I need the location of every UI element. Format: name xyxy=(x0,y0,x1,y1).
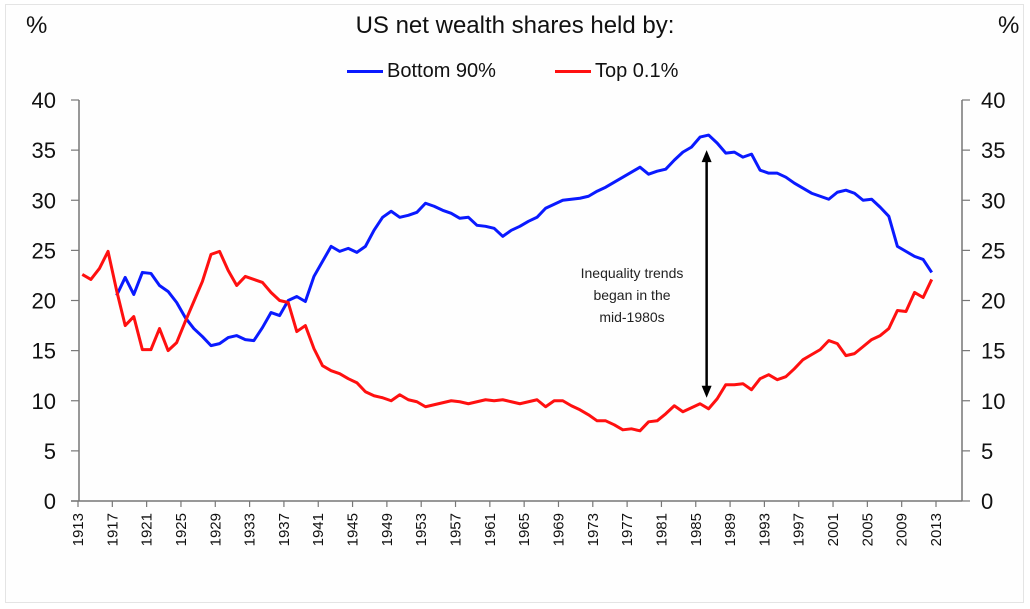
left-ytick-label: 40 xyxy=(32,88,56,113)
left-ytick-label: 5 xyxy=(44,439,56,464)
left-ytick-label: 10 xyxy=(32,389,56,414)
xtick-label: 1921 xyxy=(139,513,156,546)
right-ytick-label: 25 xyxy=(981,238,1005,263)
xtick-label: 1993 xyxy=(756,513,773,546)
xtick-label: 1953 xyxy=(413,513,430,546)
legend-label-top-0-1: Top 0.1% xyxy=(595,60,679,82)
left-ytick-label: 15 xyxy=(32,339,56,364)
xtick-label: 1965 xyxy=(516,513,533,546)
right-ytick-label: 30 xyxy=(981,188,1005,213)
chart-title: US net wealth shares held by: xyxy=(355,12,675,39)
left-ytick-label: 25 xyxy=(32,238,56,263)
left-ytick-label: 30 xyxy=(32,188,56,213)
series-line-bottom-90 xyxy=(115,133,933,348)
left-axis-unit: % xyxy=(26,12,48,39)
right-ytick-label: 15 xyxy=(981,339,1005,364)
xtick-label: 1977 xyxy=(619,513,636,546)
left-ytick-label: 20 xyxy=(32,289,56,314)
annotation-text-line: began in the xyxy=(593,287,670,303)
xtick-label: 2001 xyxy=(825,513,842,546)
xtick-label: 1937 xyxy=(276,513,293,546)
annotation-text-line: mid-1980s xyxy=(599,309,664,325)
left-ytick-label: 0 xyxy=(44,489,56,514)
xtick-label: 1981 xyxy=(653,513,670,546)
xtick-label: 1949 xyxy=(379,513,396,546)
xtick-label: 1997 xyxy=(791,513,808,546)
legend-label-bottom-90: Bottom 90% xyxy=(387,60,496,82)
xtick-label: 1913 xyxy=(70,513,87,546)
xtick-label: 1933 xyxy=(242,513,259,546)
right-ytick-label: 20 xyxy=(981,289,1005,314)
xtick-label: 1929 xyxy=(207,513,224,546)
legend-item-bottom-90: Bottom 90% xyxy=(347,60,496,83)
xtick-label: 1941 xyxy=(310,513,327,546)
xtick-label: 1925 xyxy=(173,513,190,546)
xtick-label: 1989 xyxy=(722,513,739,546)
annotation-text-line: Inequality trends xyxy=(581,265,684,281)
xtick-label: 1973 xyxy=(585,513,602,546)
legend-item-top-0-1: Top 0.1% xyxy=(555,60,678,83)
xtick-label: 1985 xyxy=(688,513,705,546)
right-ytick-label: 10 xyxy=(981,389,1005,414)
legend-swatch-bottom-90 xyxy=(347,70,383,73)
chart-frame xyxy=(5,4,1024,603)
legend-swatch-top-0-1 xyxy=(555,70,591,73)
right-ytick-label: 0 xyxy=(981,489,993,514)
right-ytick-label: 5 xyxy=(981,439,993,464)
left-ytick-label: 35 xyxy=(32,138,56,163)
right-ytick-label: 40 xyxy=(981,88,1005,113)
xtick-label: 1961 xyxy=(482,513,499,546)
annotation-arrow-head-up xyxy=(701,150,712,163)
xtick-label: 2005 xyxy=(859,513,876,546)
xtick-label: 1957 xyxy=(448,513,465,546)
xtick-label: 2009 xyxy=(894,513,911,546)
xtick-label: 1969 xyxy=(550,513,567,546)
xtick-label: 1945 xyxy=(345,513,362,546)
right-axis-unit: % xyxy=(998,12,1020,39)
annotation-arrow-head-down xyxy=(701,385,712,398)
legend: Bottom 90% Top 0.1% xyxy=(0,60,1030,86)
right-ytick-label: 35 xyxy=(981,138,1005,163)
xtick-label: 2013 xyxy=(928,513,945,546)
xtick-label: 1917 xyxy=(104,513,121,546)
series-line-top-0-1 xyxy=(81,249,934,433)
